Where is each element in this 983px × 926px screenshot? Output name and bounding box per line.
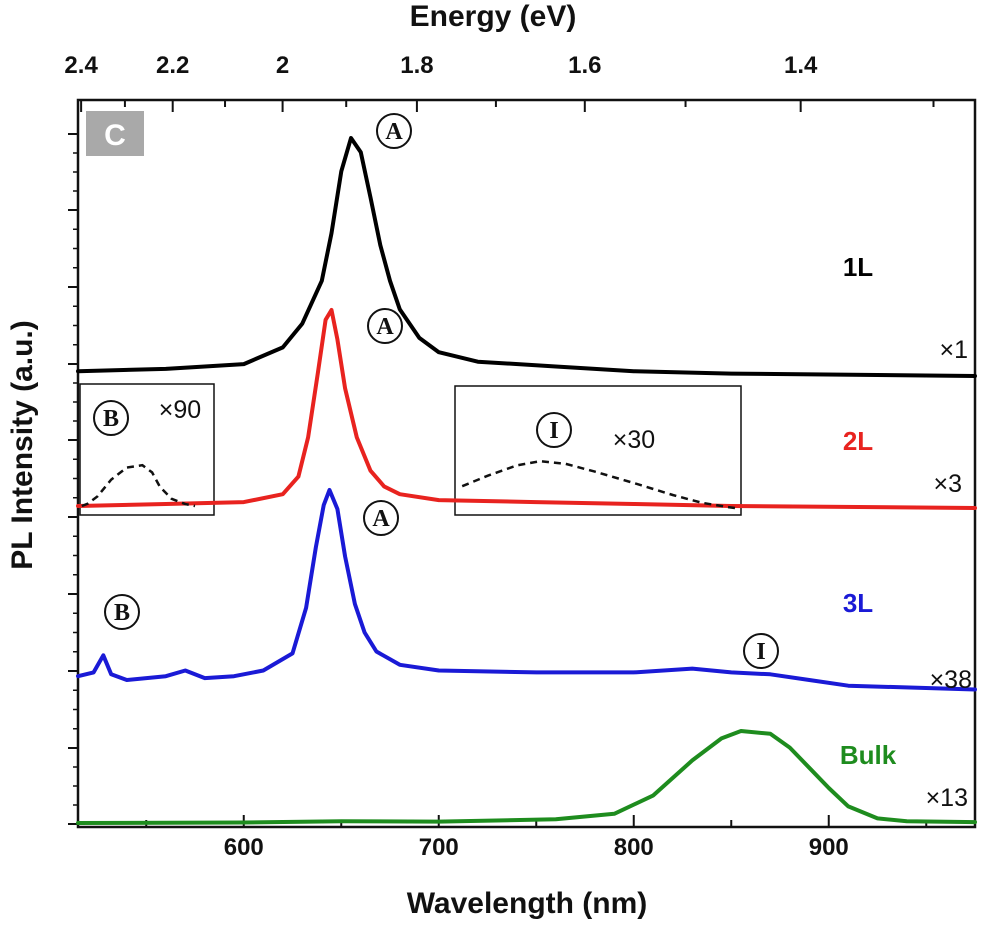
peak-marker-letter: I — [549, 418, 558, 444]
peak-marker-circle — [93, 400, 129, 436]
scale-factor-2l: ×3 — [933, 470, 962, 498]
top-tick-label: 1.8 — [400, 52, 433, 79]
plot-frame — [76, 98, 977, 829]
x-tick-label: 700 — [419, 834, 459, 861]
inset-box-I — [454, 385, 742, 516]
inset-curve-B — [81, 463, 196, 508]
peak-marker-letter: I — [756, 639, 765, 665]
peak-marker-circle — [536, 412, 572, 448]
x-tick-label: 900 — [809, 834, 849, 861]
series-label-2l: 2L — [843, 426, 873, 456]
peak-marker-circle — [104, 594, 140, 630]
peak-marker-i: I — [536, 412, 572, 448]
series-line-2l — [76, 308, 977, 510]
axis-ticks: 600 700 800 900 2.4 2.2 2 1.8 1.6 1.4 — [64, 52, 935, 861]
peak-marker-circle — [743, 633, 779, 669]
peak-marker-letter: A — [376, 314, 394, 340]
peak-marker-circle — [376, 113, 412, 149]
x-axis-title: Wavelength (nm) — [407, 887, 648, 920]
peak-marker-circle — [363, 500, 399, 536]
series-line-3l — [76, 488, 977, 692]
peak-marker-a: A — [363, 500, 399, 536]
peak-marker-a: A — [367, 308, 403, 344]
top-tick-label: 1.6 — [568, 52, 601, 79]
series-line-bulk — [76, 729, 977, 825]
series-line-1l — [76, 136, 977, 378]
scale-factor-1l: ×1 — [939, 336, 968, 364]
peak-marker-b: B — [104, 594, 140, 630]
top-axis-title: Energy (eV) — [410, 0, 577, 33]
peak-marker-i: I — [743, 633, 779, 669]
scale-factor-bulk: ×13 — [926, 784, 968, 812]
panel-label: C — [104, 119, 126, 152]
series-label-3l: 3L — [843, 588, 873, 618]
annotations: 1L ×1 2L ×3 3L ×38 Bulk ×13 ×90 ×30 A A B I A B I — [93, 113, 972, 812]
panel-label-box — [86, 111, 144, 156]
y-axis-title: PL Intensity (a.u.) — [6, 320, 39, 569]
top-tick-label: 1.4 — [784, 52, 818, 79]
inset-curve-I — [461, 459, 736, 510]
peak-marker-letter: A — [385, 119, 403, 145]
x-tick-label: 800 — [614, 834, 654, 861]
spectra-curves — [76, 136, 977, 825]
inset-scale-factor-I: ×30 — [613, 426, 655, 454]
top-tick-label: 2.4 — [64, 52, 98, 79]
x-tick-label: 600 — [224, 834, 264, 861]
peak-marker-letter: A — [372, 506, 390, 532]
series-label-bulk: Bulk — [840, 740, 897, 770]
peak-marker-circle — [367, 308, 403, 344]
peak-marker-a: A — [376, 113, 412, 149]
scale-factor-3l: ×38 — [930, 666, 972, 694]
inset-box-B — [79, 383, 215, 516]
top-tick-label: 2.2 — [156, 52, 189, 79]
inset-scale-factor-B: ×90 — [159, 396, 201, 424]
peak-marker-letter: B — [103, 406, 119, 432]
peak-marker-b: B — [93, 400, 129, 436]
peak-marker-letter: B — [114, 600, 130, 626]
series-label-1l: 1L — [843, 252, 873, 282]
top-tick-label: 2 — [276, 52, 289, 79]
